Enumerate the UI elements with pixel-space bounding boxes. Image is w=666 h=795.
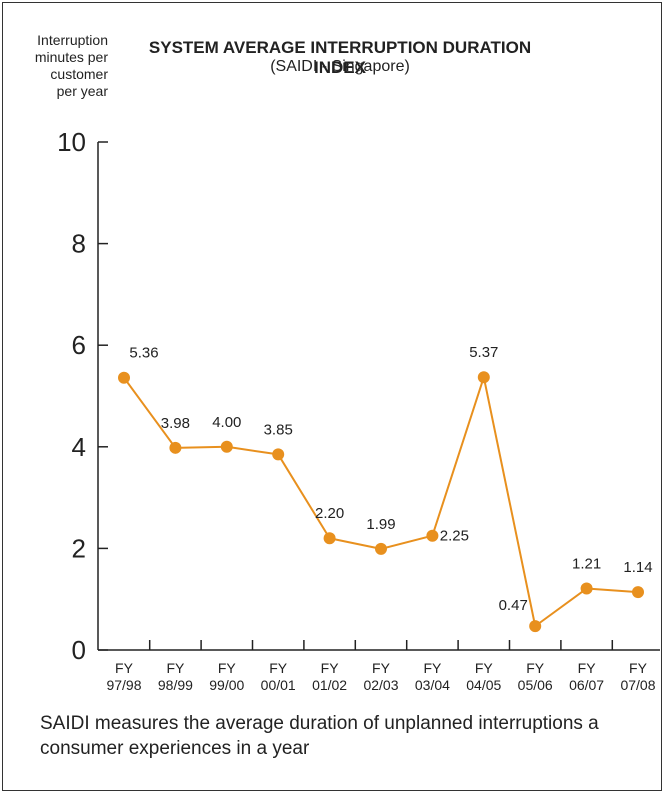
- data-label: 4.00: [212, 414, 241, 431]
- chart-title: SYSTEM AVERAGE INTERRUPTION DURATION IND…: [148, 38, 532, 77]
- y-axis-label-line-2: minutes per: [34, 49, 108, 65]
- y-tick-label: 4: [72, 432, 86, 462]
- data-label: 1.21: [572, 556, 601, 573]
- y-tick-label: 2: [72, 533, 86, 563]
- data-point: [220, 440, 233, 453]
- x-tick-label-line-1: FY: [321, 660, 340, 676]
- x-tick-label-line-2: 00/01: [261, 677, 296, 693]
- x-tick-label-line-1: FY: [372, 660, 391, 676]
- y-axis-label-line-1: Interruption: [37, 32, 108, 48]
- x-tick-label-line-2: 05/06: [518, 677, 553, 693]
- x-tick-label-line-1: FY: [526, 660, 545, 676]
- y-tick-label: 8: [72, 229, 86, 259]
- x-tick-label-line-1: FY: [166, 660, 185, 676]
- x-tick-label-line-2: 06/07: [569, 677, 604, 693]
- y-axis-label-line-3: customer: [50, 66, 108, 82]
- data-point: [375, 542, 387, 555]
- data-label: 3.85: [264, 421, 293, 438]
- x-tick-label-line-2: 07/08: [620, 677, 655, 693]
- x-tick-label-line-1: FY: [629, 660, 648, 676]
- data-point: [169, 441, 182, 454]
- chart-subtitle: (SAIDI - Singapore): [270, 58, 410, 75]
- x-tick-label-line-2: 02/03: [363, 677, 398, 693]
- x-tick-label-line-1: FY: [115, 660, 134, 676]
- x-tick-label-line-2: 97/98: [106, 677, 141, 693]
- x-tick-label-line-2: 03/04: [415, 677, 450, 693]
- data-label: 1.14: [623, 559, 652, 576]
- x-tick-label-line-1: FY: [423, 660, 442, 676]
- data-label: 0.47: [499, 597, 528, 614]
- data-label: 5.36: [129, 345, 158, 362]
- data-label: 5.37: [469, 344, 498, 361]
- series: [118, 371, 644, 633]
- data-point: [272, 448, 285, 461]
- series-line: [123, 376, 639, 628]
- x-tick-label-line-1: FY: [578, 660, 597, 676]
- y-tick-label: 6: [72, 330, 86, 360]
- chart-caption: SAIDI measures the average duration of u…: [40, 713, 599, 759]
- x-tick-label-line-1: FY: [475, 660, 494, 676]
- data-label: 2.25: [440, 528, 469, 545]
- data-label: 1.99: [366, 516, 395, 533]
- x-tick-label-line-2: 99/00: [209, 677, 244, 693]
- y-tick-label: 10: [57, 127, 86, 157]
- x-tick-label-line-2: 04/05: [466, 677, 501, 693]
- x-tick-label-line-1: FY: [269, 660, 288, 676]
- data-point: [118, 371, 130, 384]
- data-point: [323, 532, 336, 545]
- x-tick-label-line-1: FY: [218, 660, 237, 676]
- y-axis-label-line-4: per year: [56, 83, 108, 99]
- x-tick-label-line-2: 98/99: [158, 677, 193, 693]
- y-tick-label: 0: [72, 635, 86, 665]
- data-labels: 5.36 3.98 4.00 3.85 2.20 1.99 2.25 5.37 0.47 1.21…: [129, 344, 652, 614]
- data-point: [477, 371, 490, 384]
- data-point: [580, 582, 593, 595]
- data-label: 2.20: [315, 505, 344, 522]
- data-label: 3.98: [161, 415, 190, 432]
- data-point: [426, 529, 439, 542]
- data-point: [529, 620, 542, 633]
- data-point: [632, 586, 644, 599]
- axes: 0246810FY97/98FY98/99FY99/00FY00/01FY01/…: [57, 127, 660, 693]
- x-tick-label-line-2: 01/02: [312, 677, 347, 693]
- y-axis-label: Interruption minutes per customer per ye…: [18, 32, 108, 100]
